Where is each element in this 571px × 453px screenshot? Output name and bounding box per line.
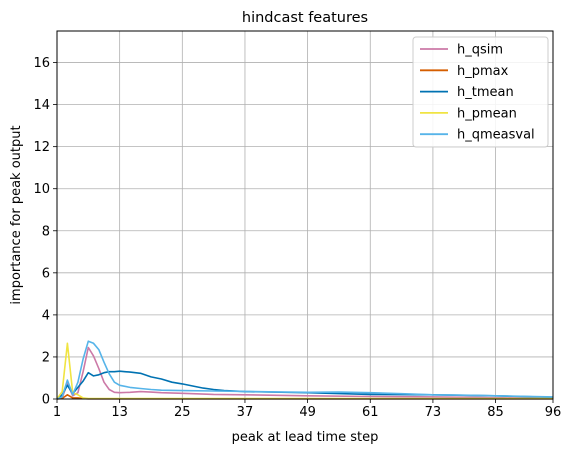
x-axis-title: peak at lead time step: [232, 430, 379, 445]
x-tick-label: 13: [111, 405, 128, 420]
y-tick-label: 4: [42, 308, 50, 323]
x-axis: 1 13 25 37 49 61 73 85 96: [53, 399, 561, 420]
y-tick-label: 14: [33, 98, 50, 113]
series-line-h-qmeasval: [56, 340, 554, 400]
legend-label: h_pmean: [457, 106, 517, 121]
y-tick-label: 2: [42, 350, 50, 365]
legend-box: [412, 36, 549, 148]
x-tick-label: 1: [53, 405, 61, 420]
plot-frame: [56, 30, 554, 400]
x-tick-label: 85: [487, 405, 504, 420]
x-tick-label: 96: [545, 405, 562, 420]
y-tick-label: 8: [42, 224, 50, 239]
x-tick-label: 73: [425, 405, 442, 420]
y-tick-label: 16: [33, 56, 50, 71]
x-tick-label: 49: [299, 405, 316, 420]
y-tick-label: 12: [33, 140, 50, 155]
x-tick-label: 61: [362, 405, 379, 420]
legend: h_qsim h_pmax h_tmean h_pmean h_qmeasval: [412, 36, 549, 148]
x-tick-label: 37: [237, 405, 254, 420]
legend-label: h_tmean: [457, 85, 514, 100]
y-axis: 0 2 4 6 8 10 12 14 16: [33, 56, 57, 408]
legend-label: h_pmax: [457, 64, 509, 79]
legend-label: h_qmeasval: [457, 128, 535, 143]
x-tick-label: 25: [174, 405, 191, 420]
y-tick-label: 0: [42, 393, 50, 408]
legend-label: h_qsim: [457, 43, 503, 58]
series-line-h-qsim: [56, 346, 554, 400]
y-tick-label: 10: [33, 182, 50, 197]
y-axis-title: importance for peak output: [9, 125, 24, 304]
y-tick-label: 6: [42, 266, 50, 281]
chart-title: hindcast features: [242, 10, 368, 26]
